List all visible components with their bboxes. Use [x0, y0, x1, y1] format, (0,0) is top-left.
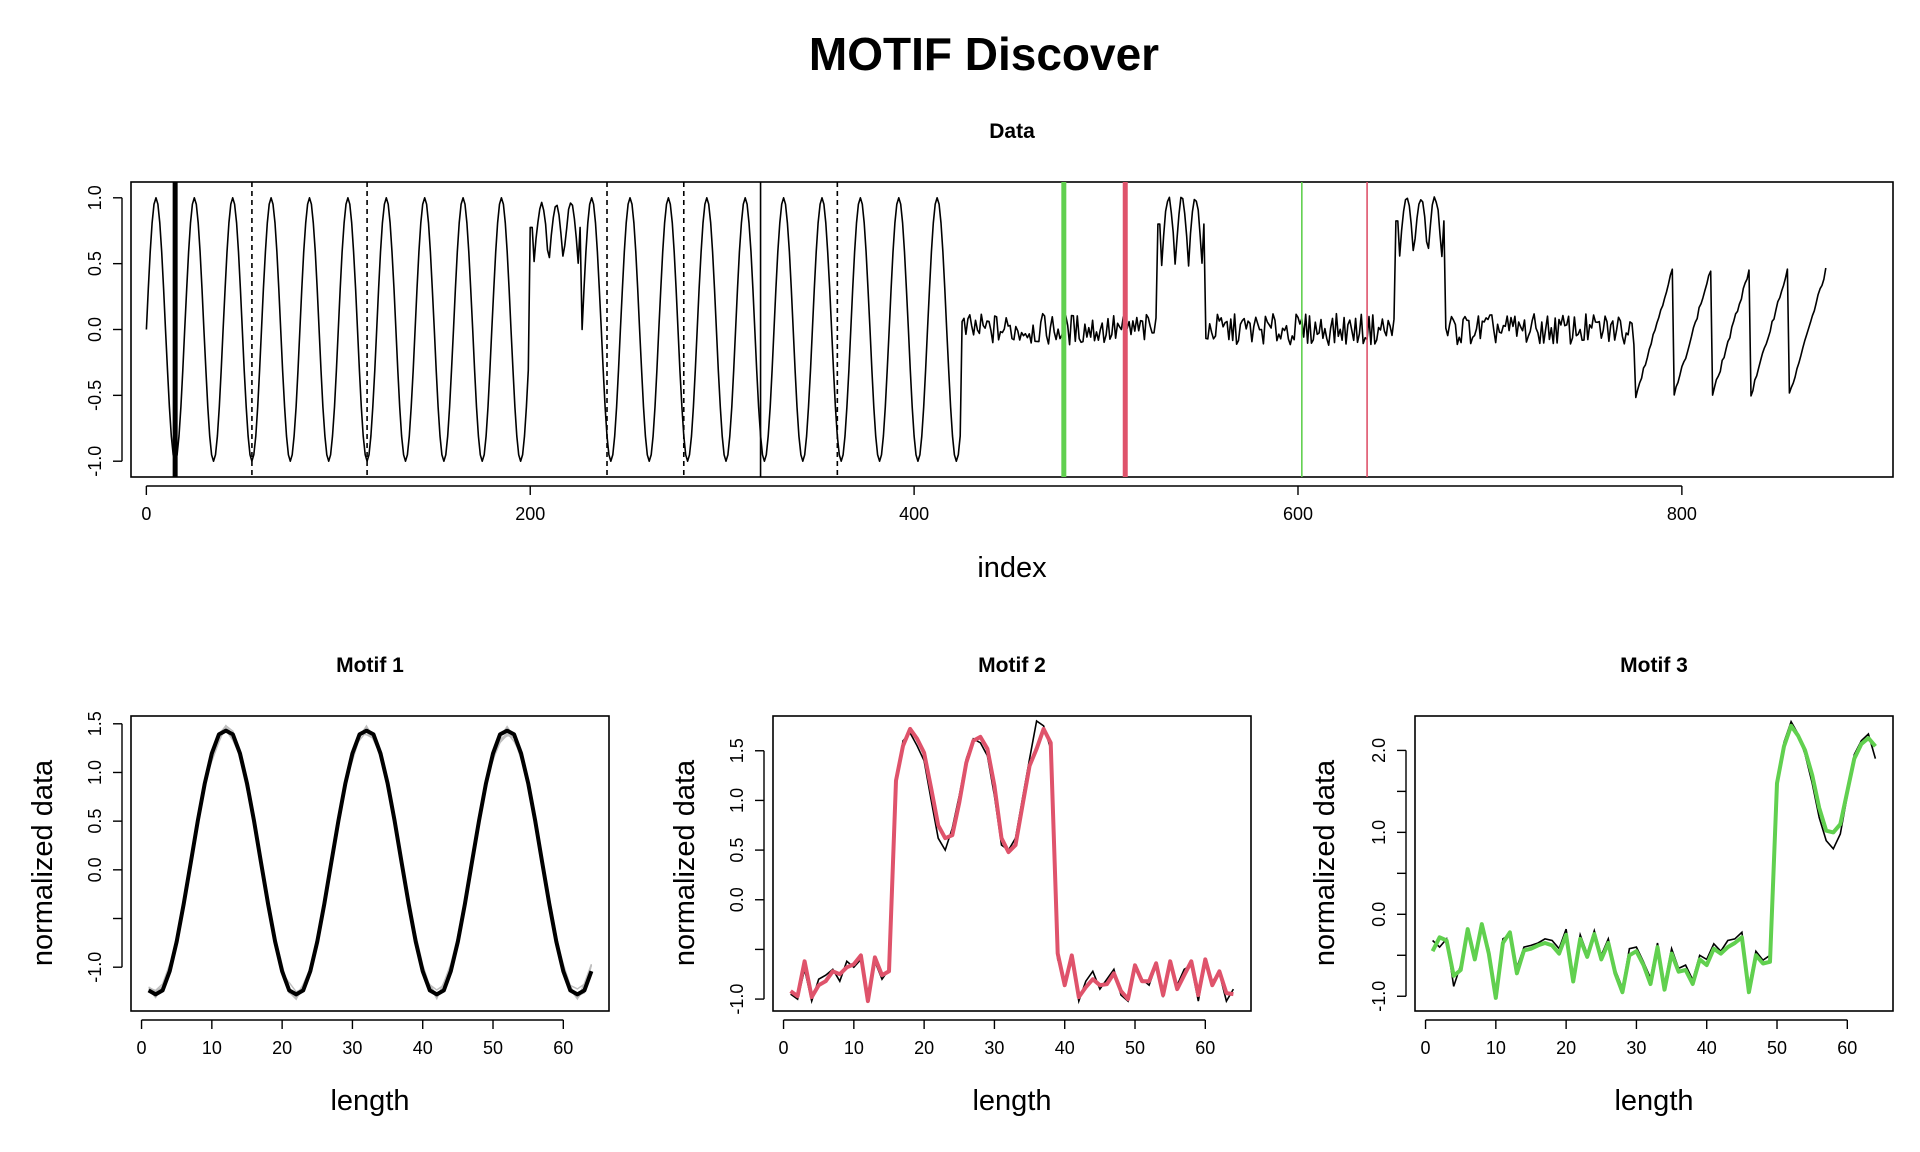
motif3-x-axis-label: length — [1614, 1085, 1693, 1117]
motif2-y-tick-label: 0.5 — [727, 838, 747, 863]
motif2-x-tick-label: 0 — [779, 1038, 789, 1058]
motif1-y-tick-label: 1.5 — [85, 711, 105, 736]
motif3-x-tick-label: 40 — [1697, 1038, 1717, 1058]
motif1-plot-area: 0 10 20 30 40 50 60 -1.0 0.0 0.5 1.0 1.5 — [85, 711, 610, 1058]
motif2-y-tick-label: -1.0 — [727, 984, 747, 1015]
motif1-y-tick-label: 0.0 — [85, 857, 105, 882]
motif3-plot-area: 0 10 20 30 40 50 60 -1.0 0.0 1.0 2.0 — [1369, 715, 1894, 1058]
motif3-center-line — [1430, 723, 1877, 1000]
data-x-tick-label: 200 — [515, 504, 545, 524]
data-series-line — [145, 196, 1827, 462]
motif1-x-tick-label: 40 — [413, 1038, 433, 1058]
data-plot-frame — [130, 181, 1894, 478]
data-y-tick-label: -1.0 — [85, 446, 105, 477]
motif2-panel-title: Motif 2 — [978, 654, 1046, 677]
motif3-y-tick-label: 2.0 — [1369, 738, 1389, 763]
motif1-x-tick-label: 30 — [342, 1038, 362, 1058]
data-x-tick-label: 0 — [141, 504, 151, 524]
motif1-panel-title: Motif 1 — [336, 654, 404, 677]
motif3-x-tick-label: 10 — [1486, 1038, 1506, 1058]
motif3-panel: Motif 3 0 10 20 30 40 50 60 -1.0 0.0 1.0 2.0 lengt… — [1309, 654, 1894, 1117]
motif1-x-tick-label: 0 — [137, 1038, 147, 1058]
motif2-x-tick-label: 60 — [1195, 1038, 1215, 1058]
motif3-y-tick-label: 0.0 — [1369, 902, 1389, 927]
motif3-plot-frame — [1414, 715, 1894, 1012]
data-x-tick-label: 600 — [1283, 504, 1313, 524]
motif2-y-tick-label: 1.5 — [727, 738, 747, 763]
motif3-y-tick-label: 1.0 — [1369, 820, 1389, 845]
motif2-y-axis-label: normalized data — [669, 759, 701, 966]
motif3-x-tick-label: 0 — [1421, 1038, 1431, 1058]
motif2-x-axis-label: length — [972, 1085, 1051, 1117]
motif2-y-tick-label: 1.0 — [727, 788, 747, 813]
motif2-x-tick-label: 20 — [914, 1038, 934, 1058]
motif1-x-tick-label: 20 — [272, 1038, 292, 1058]
motif2-x-tick-label: 10 — [844, 1038, 864, 1058]
motif1-y-tick-label: 0.5 — [85, 809, 105, 834]
data-x-axis-label: index — [977, 552, 1047, 584]
motif1-x-tick-label: 50 — [483, 1038, 503, 1058]
motif3-x-tick-label: 50 — [1767, 1038, 1787, 1058]
motif3-y-axis-label: normalized data — [1309, 759, 1341, 966]
motif3-x-tick-label: 30 — [1626, 1038, 1646, 1058]
motif1-x-axis-label: length — [330, 1085, 409, 1117]
motif3-x-tick-label: 60 — [1837, 1038, 1857, 1058]
motif1-y-tick-label: -1.0 — [85, 952, 105, 983]
data-x-tick-label: 800 — [1667, 504, 1697, 524]
motif2-x-tick-label: 50 — [1125, 1038, 1145, 1058]
motif3-panel-title: Motif 3 — [1620, 654, 1688, 677]
data-panel-title: Data — [989, 120, 1035, 143]
motif1-x-tick-label: 60 — [553, 1038, 573, 1058]
motif2-x-tick-label: 40 — [1055, 1038, 1075, 1058]
motif2-center-line — [789, 726, 1234, 1004]
data-y-tick-label: 1.0 — [85, 185, 105, 210]
data-panel: Data 0 200 400 600 800 -1.0 -0.5 0.0 0.5 1.0 inde… — [85, 120, 1894, 584]
motif1-y-axis-label: normalized data — [27, 759, 59, 966]
data-y-tick-label: -0.5 — [85, 380, 105, 411]
data-x-tick-label: 400 — [899, 504, 929, 524]
data-y-tick-label: 0.5 — [85, 251, 105, 276]
motif1-x-tick-label: 10 — [202, 1038, 222, 1058]
motif2-plot-area: 0 10 20 30 40 50 60 -1.0 0.0 0.5 1.0 1.5 — [727, 715, 1252, 1058]
data-plot-area: 0 200 400 600 800 -1.0 -0.5 0.0 0.5 1.0 — [85, 181, 1894, 524]
motif2-plot-frame — [772, 715, 1252, 1012]
motif1-panel: Motif 1 0 10 20 30 40 50 60 -1.0 0.0 0.5 1.0 1.5 le… — [27, 654, 610, 1117]
motif3-x-tick-label: 20 — [1556, 1038, 1576, 1058]
motif1-center-line — [147, 728, 594, 997]
motif1-plot-frame — [130, 715, 610, 1012]
motif2-x-tick-label: 30 — [984, 1038, 1004, 1058]
motif2-y-tick-label: 0.0 — [727, 887, 747, 912]
figure-title: MOTIF Discover — [809, 28, 1159, 80]
motif2-panel: Motif 2 0 10 20 30 40 50 60 -1.0 0.0 0.5 1.0 1.5 le… — [669, 654, 1252, 1117]
data-y-tick-label: 0.0 — [85, 317, 105, 342]
motif1-y-tick-label: 1.0 — [85, 760, 105, 785]
motif3-y-tick-label: -1.0 — [1369, 981, 1389, 1012]
